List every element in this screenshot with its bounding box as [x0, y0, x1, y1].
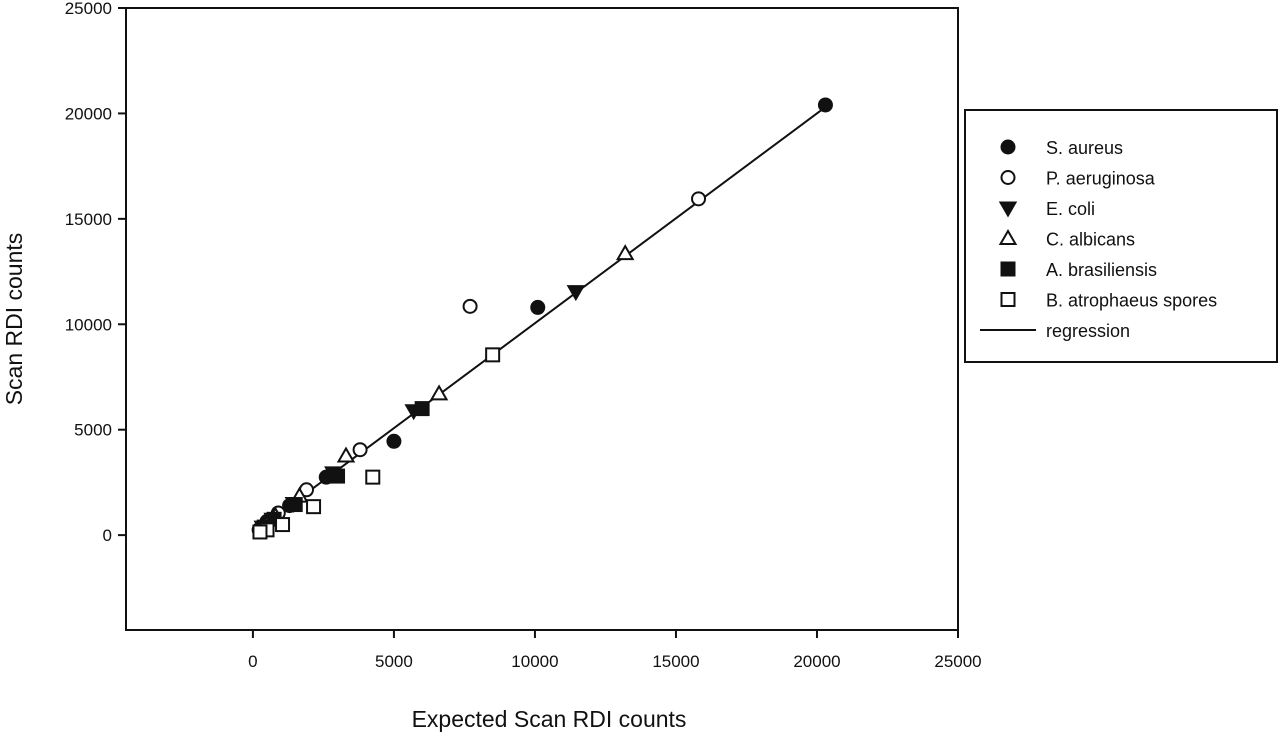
data-point — [817, 97, 833, 113]
data-point — [530, 299, 546, 315]
legend-label: S. aureus — [1046, 138, 1123, 158]
legend-marker — [1000, 292, 1016, 307]
data-point — [275, 517, 291, 533]
legend-label: C. albicans — [1046, 230, 1135, 250]
legend-label: regression — [1046, 321, 1130, 341]
data-point — [336, 446, 356, 463]
x-tick-label: 0 — [248, 652, 257, 671]
data-point — [462, 298, 478, 314]
x-axis-title: Expected Scan RDI counts — [412, 706, 687, 732]
y-tick-label: 25000 — [65, 0, 112, 18]
data-point — [414, 401, 430, 417]
legend-box — [964, 109, 1278, 363]
legend-marker — [1000, 170, 1016, 185]
legend-marker — [998, 201, 1018, 218]
data-point — [429, 384, 449, 401]
y-axis: 0 5000 10000 15000 20000 25000 — [65, 0, 126, 545]
legend-label: B. atrophaeus spores — [1046, 291, 1217, 311]
y-tick-label: 10000 — [65, 315, 112, 334]
y-tick-label: 0 — [103, 526, 112, 545]
x-tick-label: 20000 — [793, 652, 840, 671]
data-point — [485, 347, 501, 363]
plot-frame — [125, 7, 959, 631]
data-point — [306, 499, 322, 515]
legend-label: E. coli — [1046, 199, 1095, 219]
data-point — [566, 285, 586, 302]
legend-label: P. aeruginosa — [1046, 169, 1156, 189]
data-point — [386, 433, 402, 449]
x-axis: 0 5000 10000 15000 20000 25000 — [248, 630, 982, 671]
y-tick-label: 5000 — [74, 421, 112, 440]
x-tick-label: 25000 — [934, 652, 981, 671]
data-point — [691, 191, 707, 207]
legend-label: A. brasiliensis — [1046, 260, 1157, 280]
data-point — [252, 524, 268, 540]
x-tick-label: 10000 — [511, 652, 558, 671]
data-point — [615, 244, 635, 261]
data-point — [352, 442, 368, 458]
y-tick-label: 20000 — [65, 104, 112, 123]
legend: S. aureus P. aeruginosa E. coli C. albicans… — [980, 138, 1217, 341]
x-tick-label: 5000 — [375, 652, 413, 671]
y-tick-label: 15000 — [65, 210, 112, 229]
data-point — [365, 469, 381, 485]
data-point — [287, 497, 303, 513]
y-axis-title: Scan RDI counts — [1, 233, 27, 406]
legend-marker — [1000, 139, 1016, 155]
legend-marker — [998, 228, 1018, 245]
x-tick-label: 15000 — [652, 652, 699, 671]
data-points — [251, 97, 833, 540]
legend-marker — [1000, 261, 1016, 277]
data-point — [330, 468, 346, 484]
